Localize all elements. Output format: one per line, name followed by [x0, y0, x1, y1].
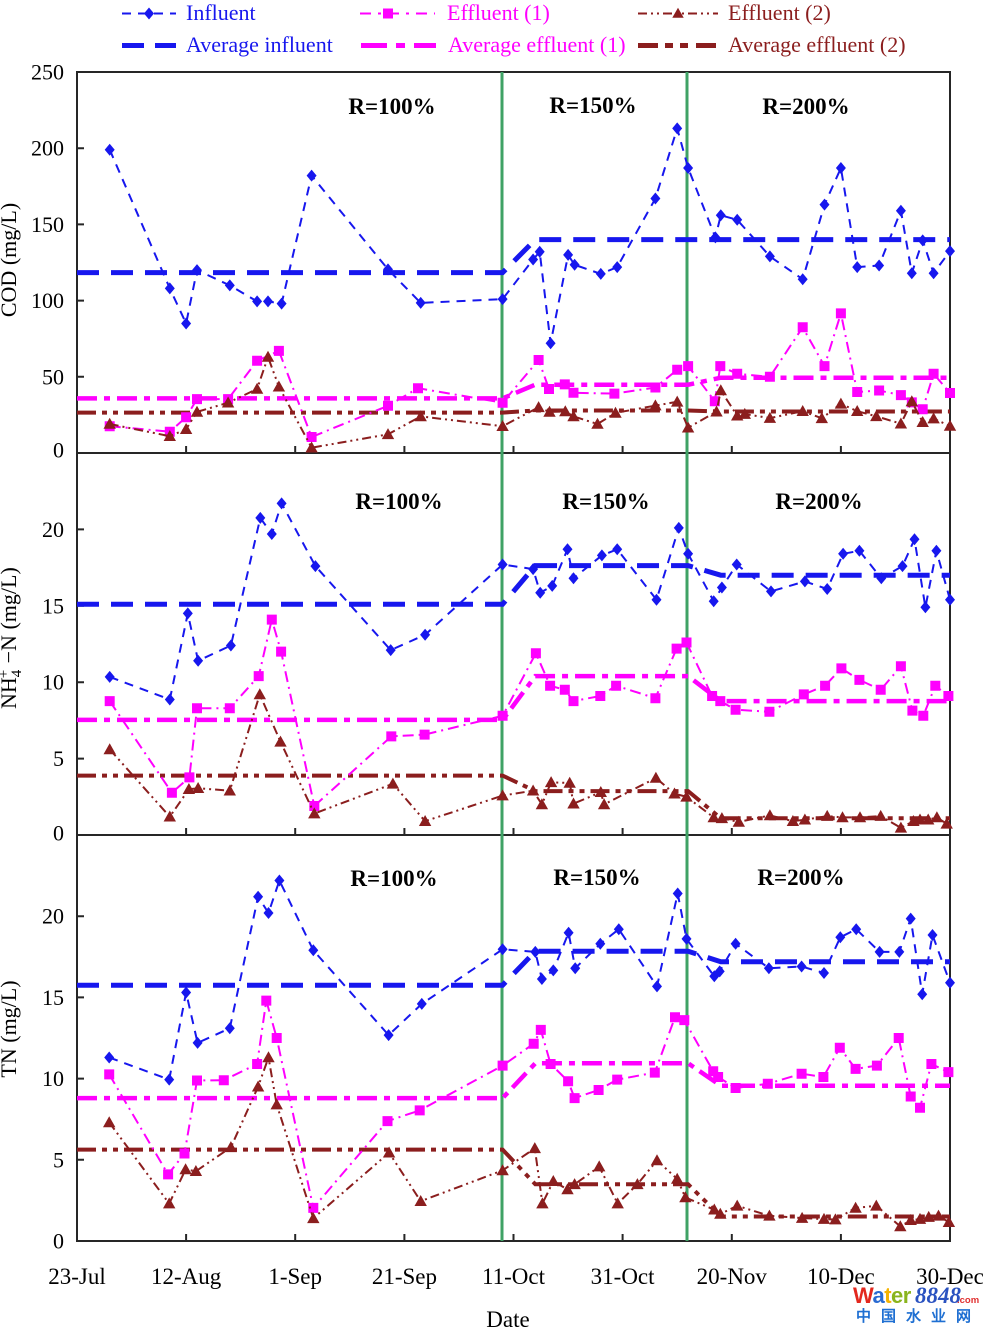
svg-text:31-Oct: 31-Oct	[591, 1264, 655, 1289]
svg-text:5: 5	[53, 1147, 64, 1172]
svg-text:20: 20	[42, 517, 64, 542]
svg-text:250: 250	[31, 60, 64, 85]
svg-text:23-Jul: 23-Jul	[48, 1264, 106, 1289]
svg-text:Date: Date	[486, 1307, 529, 1332]
svg-text:11-Oct: 11-Oct	[482, 1264, 546, 1289]
svg-text:NH4+ −N (mg/L): NH4+ −N (mg/L)	[0, 567, 25, 709]
svg-text:0: 0	[53, 438, 64, 463]
svg-text:21-Sep: 21-Sep	[372, 1264, 437, 1289]
svg-text:R=200%: R=200%	[775, 489, 862, 514]
svg-text:10: 10	[42, 670, 64, 695]
svg-text:8848: 8848	[915, 1283, 962, 1308]
svg-text:R=100%: R=100%	[355, 489, 442, 514]
svg-text:R=150%: R=150%	[562, 489, 649, 514]
svg-text:30-Dec: 30-Dec	[916, 1264, 983, 1289]
svg-text:TN (mg/L): TN (mg/L)	[0, 980, 21, 1077]
svg-text:12-Aug: 12-Aug	[151, 1264, 222, 1289]
svg-text:Water: Water	[853, 1283, 912, 1308]
svg-text:20-Nov: 20-Nov	[697, 1264, 768, 1289]
svg-text:R=150%: R=150%	[553, 865, 640, 890]
svg-text:15: 15	[42, 593, 64, 618]
svg-text:15: 15	[42, 985, 64, 1010]
svg-text:Effluent (1): Effluent (1)	[447, 0, 550, 25]
svg-text:0: 0	[53, 821, 64, 846]
svg-text:R=100%: R=100%	[350, 866, 437, 891]
svg-text:R=100%: R=100%	[348, 94, 435, 119]
svg-text:Influent: Influent	[186, 0, 256, 25]
svg-text:Average effluent (2): Average effluent (2)	[728, 32, 906, 57]
svg-text:5: 5	[53, 746, 64, 771]
svg-text:中国水业网: 中国水业网	[856, 1307, 981, 1325]
svg-text:20: 20	[42, 904, 64, 929]
svg-text:50: 50	[42, 364, 64, 389]
svg-text:10-Dec: 10-Dec	[807, 1264, 875, 1289]
svg-text:1-Sep: 1-Sep	[268, 1264, 322, 1289]
svg-text:Average influent: Average influent	[186, 32, 333, 57]
svg-text:Average effluent (1): Average effluent (1)	[448, 32, 626, 57]
svg-text:10: 10	[42, 1066, 64, 1091]
svg-text:100: 100	[31, 288, 64, 313]
svg-text:0: 0	[53, 1229, 64, 1254]
svg-text:R=200%: R=200%	[762, 94, 849, 119]
svg-text:200: 200	[31, 136, 64, 161]
svg-text:Effluent (2): Effluent (2)	[728, 0, 831, 25]
svg-text:.com: .com	[957, 1295, 979, 1306]
svg-text:R=150%: R=150%	[549, 93, 636, 118]
svg-text:R=200%: R=200%	[757, 865, 844, 890]
svg-text:COD (mg/L): COD (mg/L)	[0, 203, 21, 317]
svg-text:150: 150	[31, 212, 64, 237]
